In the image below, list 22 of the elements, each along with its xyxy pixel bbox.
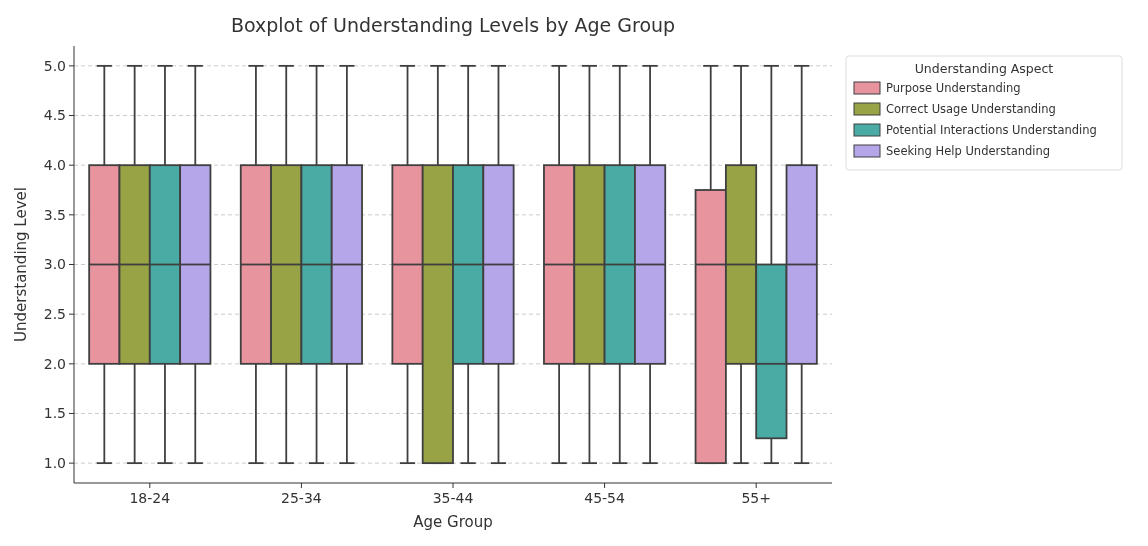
y-tick-label: 2.5 (43, 306, 66, 323)
x-tick-label: 18-24 (129, 490, 171, 506)
y-tick-label: 4.5 (43, 107, 66, 124)
x-tick-label: 25-34 (281, 490, 322, 506)
legend-title: Understanding Aspect (914, 61, 1054, 76)
y-axis-title: Understanding Level (12, 187, 30, 342)
legend-label: Seeking Help Understanding (886, 144, 1051, 159)
y-tick-label: 3.0 (43, 256, 66, 273)
legend-label: Purpose Understanding (886, 81, 1021, 96)
x-tick-label: 55+ (741, 490, 771, 506)
y-tick-label: 3.5 (43, 206, 66, 223)
x-axis-title: Age Group (413, 513, 493, 531)
y-tick-label: 1.5 (43, 405, 66, 422)
y-tick-label: 1.0 (43, 455, 66, 472)
legend-label: Correct Usage Understanding (886, 102, 1056, 117)
y-tick-label: 4.0 (43, 157, 66, 174)
x-tick-label: 45-54 (584, 490, 626, 506)
x-tick-label: 35-44 (432, 490, 474, 506)
y-tick-label: 2.0 (43, 355, 66, 372)
legend-label: Potential Interactions Understanding (886, 123, 1097, 138)
y-tick-label: 5.0 (43, 57, 66, 74)
chart-title: Boxplot of Understanding Levels by Age Group (230, 14, 676, 36)
